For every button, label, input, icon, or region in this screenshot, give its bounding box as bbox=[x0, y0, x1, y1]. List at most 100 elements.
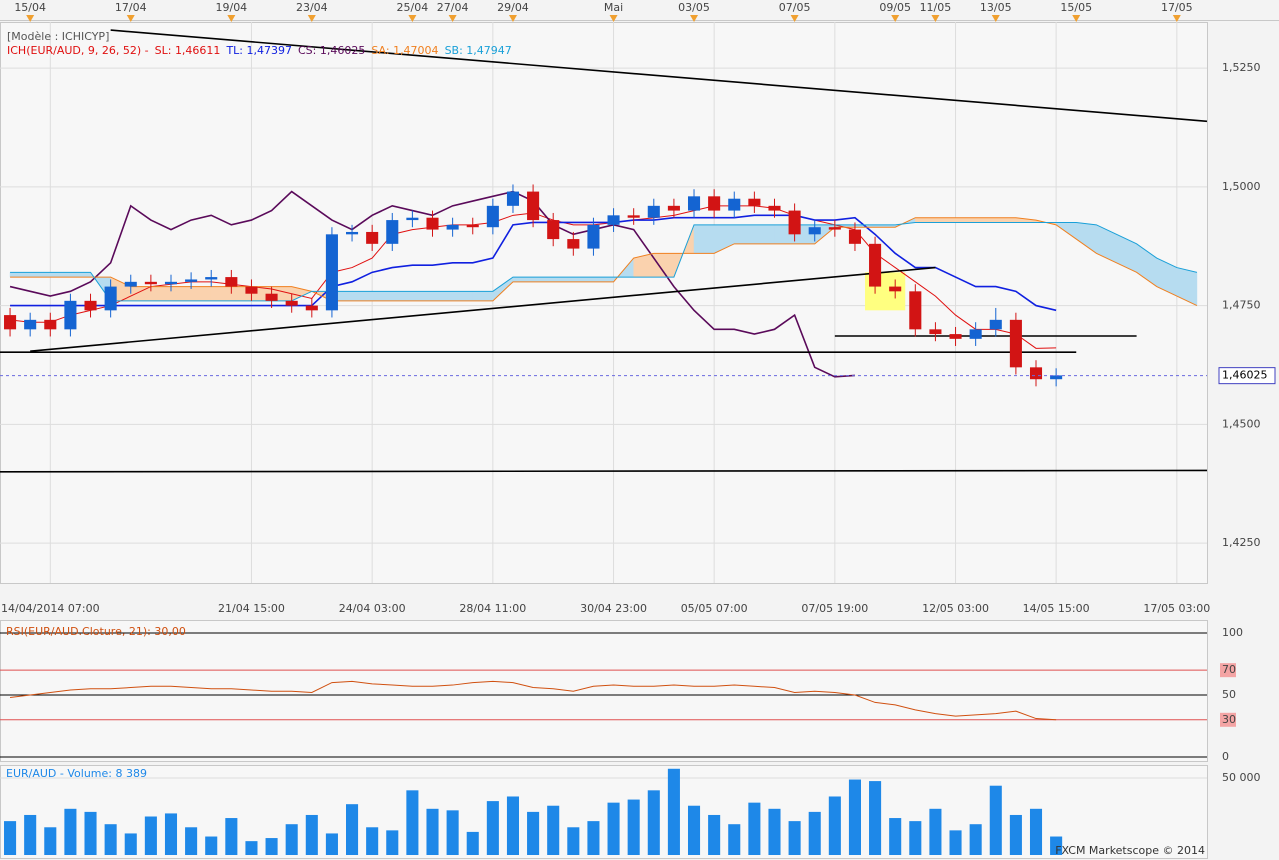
candle-body bbox=[708, 196, 721, 211]
candle-body bbox=[687, 196, 701, 211]
cloud-fill bbox=[552, 276, 574, 283]
legend-entry: SL: 1,46611 bbox=[154, 44, 221, 57]
cloud-fill bbox=[351, 291, 373, 302]
candle-body bbox=[4, 315, 17, 330]
candle-body bbox=[325, 234, 338, 311]
top-date-marker bbox=[307, 15, 316, 22]
y-tick-label: 50 000 bbox=[1222, 771, 1261, 784]
candle-body bbox=[84, 300, 97, 311]
trend-line bbox=[0, 469, 1208, 473]
cloud-fill bbox=[432, 291, 453, 302]
candle-body bbox=[265, 293, 278, 301]
candle-body bbox=[527, 191, 540, 221]
legend-line: ICH(EUR/AUD, 9, 26, 52) - SL: 1,46611 TL: … bbox=[7, 44, 518, 58]
volume-bar bbox=[587, 821, 600, 855]
volume-bar bbox=[969, 824, 982, 855]
top-date-label: 17/05 bbox=[1161, 1, 1193, 14]
current-price-box bbox=[1218, 367, 1276, 385]
volume-bar bbox=[808, 811, 821, 855]
volume-bar bbox=[788, 821, 801, 855]
volume-bar bbox=[949, 830, 962, 855]
candle-body bbox=[1029, 367, 1043, 380]
x-tick-label: 28/04 11:00 bbox=[459, 602, 526, 615]
indicator-label: ICH(EUR/AUD, 9, 26, 52) - bbox=[7, 44, 149, 57]
cloud-fill bbox=[734, 224, 755, 245]
candle-body bbox=[386, 220, 399, 244]
cloud-fill bbox=[995, 217, 1017, 223]
volume-bar bbox=[205, 836, 218, 855]
legend-entry: CS: 1,46025 bbox=[297, 44, 366, 57]
y-tick-label: 30 bbox=[1222, 713, 1236, 726]
volume-bar bbox=[84, 811, 97, 855]
top-date-label: 27/04 bbox=[437, 1, 469, 14]
volume-bar bbox=[667, 768, 680, 855]
cloud-fill bbox=[693, 224, 715, 254]
candle-body bbox=[1050, 375, 1063, 380]
x-tick-label: 14/05 15:00 bbox=[1023, 602, 1090, 615]
volume-bar bbox=[708, 814, 721, 855]
candle-body bbox=[889, 286, 902, 292]
model-label: [Modèle : ICHICYP] bbox=[7, 30, 110, 43]
candle-body bbox=[547, 220, 560, 240]
volume-bar bbox=[989, 785, 1002, 855]
candle-body bbox=[426, 217, 439, 230]
cloud-fill bbox=[150, 286, 172, 302]
top-date-label: 23/04 bbox=[296, 1, 328, 14]
volume-bar bbox=[285, 824, 298, 855]
cloud-fill bbox=[29, 272, 51, 278]
volume-bar bbox=[124, 833, 137, 855]
volume-bar bbox=[768, 808, 781, 855]
top-date-marker bbox=[508, 15, 517, 22]
volume-bar bbox=[1009, 814, 1022, 855]
volume-bar bbox=[325, 833, 338, 855]
top-date-marker bbox=[448, 15, 457, 22]
x-tick-label: 30/04 23:00 bbox=[580, 602, 647, 615]
top-date-label: 13/05 bbox=[980, 1, 1012, 14]
volume-bar bbox=[567, 827, 580, 855]
cloud-fill bbox=[472, 291, 494, 302]
y-tick-label: 0 bbox=[1222, 750, 1229, 763]
top-date-marker bbox=[931, 15, 940, 22]
volume-bar bbox=[185, 827, 198, 855]
trend-line bbox=[110, 29, 1208, 123]
x-tick-label: 05/05 07:00 bbox=[681, 602, 748, 615]
candle-body bbox=[346, 231, 359, 235]
top-date-marker bbox=[790, 15, 799, 22]
y-tick-label: 1,4250 bbox=[1222, 536, 1261, 549]
y-tick-label-bg bbox=[1220, 663, 1236, 678]
candle-body bbox=[44, 319, 57, 330]
candle-body bbox=[627, 215, 640, 218]
volume-bar bbox=[506, 796, 520, 855]
candle-body bbox=[366, 231, 379, 244]
candle-body bbox=[768, 205, 781, 211]
cloud-fill bbox=[371, 291, 393, 302]
cloud-fill bbox=[754, 224, 775, 245]
top-date-marker bbox=[1172, 15, 1181, 22]
volume-bar bbox=[828, 796, 841, 855]
volume-bar bbox=[245, 841, 258, 855]
candle-body bbox=[164, 281, 178, 285]
volume-bar bbox=[869, 781, 882, 855]
volume-panel bbox=[0, 765, 1208, 859]
legend-entry: TL: 1,47397 bbox=[226, 44, 292, 57]
top-date-label: 19/04 bbox=[215, 1, 247, 14]
cloud-fill bbox=[975, 217, 997, 223]
top-date-marker bbox=[227, 15, 236, 22]
candle-body bbox=[808, 227, 821, 235]
top-date-label: 03/05 bbox=[678, 1, 710, 14]
candle-body bbox=[828, 227, 841, 230]
volume-bar bbox=[466, 831, 479, 855]
y-tick-label: 1,5000 bbox=[1222, 180, 1261, 193]
top-date-marker bbox=[891, 15, 900, 22]
candle-body bbox=[64, 300, 77, 330]
rsi-panel bbox=[0, 620, 1208, 762]
volume-bar bbox=[305, 814, 318, 855]
candle-body bbox=[647, 205, 660, 218]
x-tick-label: 14/04/2014 07:00 bbox=[1, 602, 100, 615]
candle-body bbox=[929, 329, 942, 335]
volume-bar bbox=[848, 779, 861, 855]
volume-bar bbox=[265, 838, 278, 855]
top-date-label: 07/05 bbox=[779, 1, 811, 14]
